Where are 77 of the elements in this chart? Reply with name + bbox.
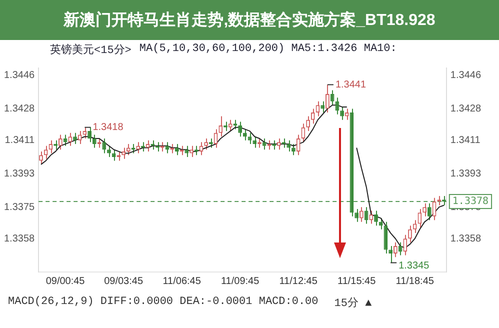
candlestick bbox=[422, 202, 427, 217]
candlestick bbox=[44, 145, 48, 160]
candlestick bbox=[306, 116, 310, 132]
candlestick bbox=[408, 225, 412, 243]
candlestick bbox=[252, 136, 257, 148]
x-tick-label: 09/03:45 bbox=[104, 276, 144, 287]
y2-tick-label: 1.3446 bbox=[450, 70, 482, 82]
candlestick bbox=[82, 126, 87, 139]
candlestick bbox=[262, 138, 266, 150]
candlestick bbox=[340, 106, 344, 120]
x-tick-label: 11/12:45 bbox=[279, 276, 318, 287]
candlestick bbox=[403, 234, 408, 256]
y2-tick-label: 1.3411 bbox=[450, 135, 481, 146]
candlestick bbox=[242, 128, 247, 141]
y-tick-label: 1.3375 bbox=[4, 202, 36, 213]
candlestick bbox=[112, 149, 116, 162]
chart-title: 新澳门开特马生肖走势,数据整合实施方案_BT18.928 bbox=[0, 0, 499, 40]
y-tick-label: 1.3446 bbox=[4, 70, 36, 82]
annotation: 1.3418 bbox=[92, 122, 124, 134]
x-tick-label: 09/00:45 bbox=[46, 276, 86, 287]
candlestick bbox=[296, 134, 300, 156]
candlestick bbox=[39, 150, 43, 165]
annotation: 1.3441 bbox=[335, 79, 366, 90]
candlestick bbox=[126, 144, 130, 156]
candlestick bbox=[344, 108, 349, 120]
candlestick bbox=[238, 121, 242, 138]
candlestick bbox=[68, 132, 72, 146]
candlestick bbox=[301, 123, 306, 143]
candlestick bbox=[393, 242, 398, 258]
candlestick bbox=[58, 134, 62, 150]
candlestick bbox=[292, 144, 296, 156]
candlestick bbox=[248, 132, 252, 145]
x-tick-label: 11/15:45 bbox=[338, 276, 376, 287]
candlestick bbox=[204, 138, 208, 150]
y2-tick-label: 1.3428 bbox=[450, 104, 482, 115]
ref-line-label: 1.3378 bbox=[452, 196, 489, 208]
candlestick bbox=[374, 210, 378, 226]
y-tick-label: 1.3411 bbox=[4, 135, 36, 146]
candlestick bbox=[369, 210, 374, 224]
candlestick bbox=[78, 130, 82, 145]
candlestick bbox=[102, 138, 106, 154]
annotation: 1.3345 bbox=[398, 260, 430, 272]
x-tick-label: 11/18:45 bbox=[396, 276, 434, 287]
y2-tick-label: 1.3393 bbox=[450, 168, 482, 180]
candlestick bbox=[310, 108, 315, 124]
candlestick bbox=[412, 220, 417, 234]
candlestick bbox=[320, 100, 325, 114]
candlestick bbox=[286, 140, 291, 152]
candlestick bbox=[427, 202, 432, 221]
text: 英镑美元<15分> bbox=[50, 42, 132, 56]
candlestick bbox=[146, 140, 150, 152]
candlestick bbox=[218, 116, 223, 138]
candlestick bbox=[184, 145, 189, 158]
candlestick bbox=[330, 90, 334, 106]
x-tick-label: 11/09:45 bbox=[220, 276, 260, 287]
text: MACD(26,12,9) DIFF:0.0000 DEA:-0.0001 MACD:0.00 bbox=[8, 296, 318, 308]
y-tick-label: 1.3428 bbox=[4, 104, 36, 115]
candlestick bbox=[228, 119, 232, 132]
candlestick bbox=[378, 218, 383, 230]
y-tick-label: 1.3358 bbox=[4, 233, 36, 244]
candlestick bbox=[388, 246, 393, 264]
candlestick bbox=[335, 97, 340, 115]
y-tick-label: 1.3393 bbox=[4, 168, 36, 180]
x-tick-label: 11/06:45 bbox=[162, 276, 202, 287]
candlestick bbox=[276, 138, 281, 150]
candlestick bbox=[88, 126, 92, 143]
candlestick bbox=[73, 132, 77, 145]
y2-tick-label: 1.3358 bbox=[450, 233, 482, 244]
candlestick bbox=[107, 145, 111, 158]
candlestick bbox=[136, 142, 140, 154]
text: 15分 ▲ bbox=[334, 296, 372, 310]
candlestick bbox=[326, 84, 330, 114]
text: MA(5,10,30,60,100,200) MA5:1.3426 MA10: bbox=[139, 43, 397, 55]
candlestick bbox=[360, 206, 364, 222]
candlestick bbox=[354, 208, 359, 222]
candlestick bbox=[175, 144, 179, 156]
candlestick bbox=[190, 145, 194, 158]
